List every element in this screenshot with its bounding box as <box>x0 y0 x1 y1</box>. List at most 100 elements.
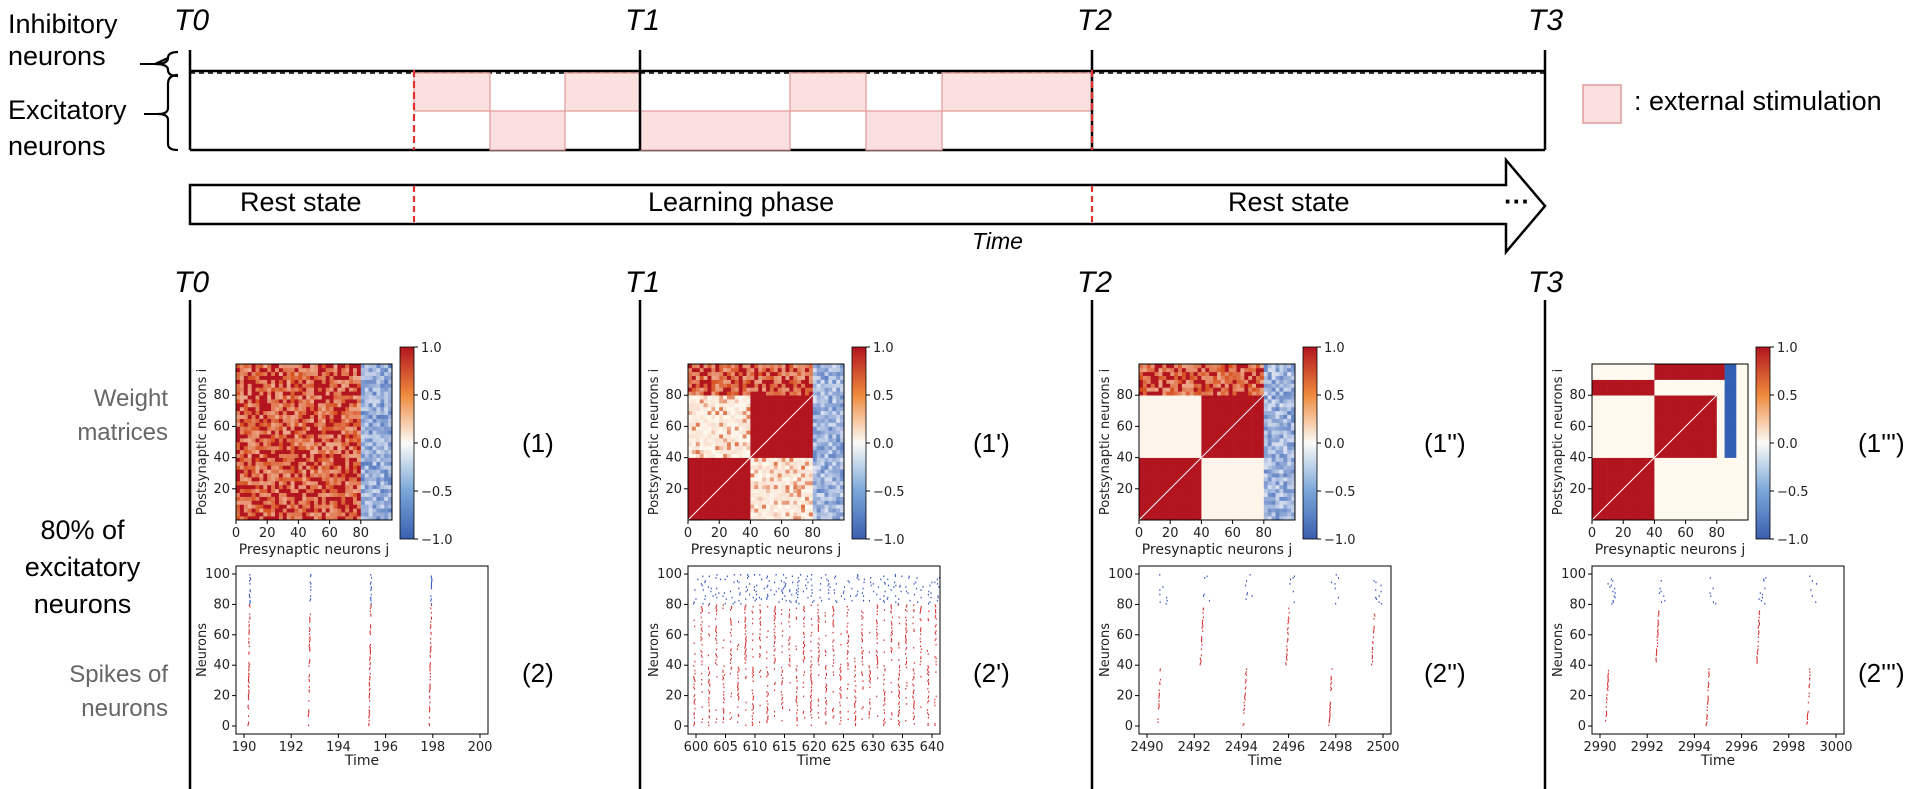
inhibitory-label: Inhibitory neurons <box>8 9 118 71</box>
heatmap-ytick: 60 <box>1569 419 1586 434</box>
excitatory-label: Excitatory neurons <box>8 95 127 161</box>
panel-label-1p: (1') <box>973 428 1010 458</box>
raster-ytick: 60 <box>213 628 230 643</box>
colorbar-tick: 1.0 <box>873 341 894 356</box>
diagonal <box>1591 394 1718 521</box>
raster-xtick: 635 <box>890 740 915 755</box>
heatmap-xlabel: Presynaptic neurons j <box>239 542 390 558</box>
raster-ytick: 100 <box>205 567 230 582</box>
t0-bottom: T0 <box>174 266 210 299</box>
raster-ytick: 0 <box>1578 719 1586 734</box>
raster-ytick: 0 <box>222 719 230 734</box>
heatmap-ytick: 80 <box>213 388 230 403</box>
raster-ylabel: Neurons <box>647 623 662 677</box>
colorbar-tick: 1.0 <box>1777 341 1798 356</box>
raster-xtick: 3000 <box>1819 740 1852 755</box>
t0-top: T0 <box>174 4 210 37</box>
raster-ytick: 100 <box>1108 567 1133 582</box>
colorbar-tick: −1.0 <box>873 533 905 548</box>
heatmap-ylabel: Postsynaptic neurons i <box>1551 369 1566 515</box>
raster-ytick: 40 <box>213 658 230 673</box>
weight-matrices-label: Weight matrices <box>77 385 168 446</box>
colorbar-tick: −0.5 <box>873 485 905 500</box>
heatmap-ytick: 20 <box>665 482 682 497</box>
raster-xtick: 2494 <box>1225 740 1258 755</box>
heatmap-xtick: 20 <box>711 526 728 541</box>
heatmap-frame <box>687 363 845 521</box>
colorbar-tick: 0.5 <box>421 389 442 404</box>
heatmap-ytick: 80 <box>665 388 682 403</box>
colorbar-tick: 0.5 <box>1324 389 1345 404</box>
raster-xtick: 192 <box>279 740 304 755</box>
stim-block <box>489 110 566 151</box>
heatmap-xtick: 0 <box>1588 526 1596 541</box>
heatmap-ytick: 80 <box>1569 388 1586 403</box>
raster-xlabel: Time <box>796 753 831 769</box>
raster-xtick: 2994 <box>1678 740 1711 755</box>
diagonal <box>687 394 814 521</box>
stim-block <box>865 110 943 151</box>
heatmap-xtick: 60 <box>321 526 338 541</box>
raster-ytick: 60 <box>1116 628 1133 643</box>
raster-frame <box>1138 565 1392 735</box>
raster-ytick: 0 <box>1125 719 1133 734</box>
t3-bottom: T3 <box>1528 266 1564 299</box>
raster-ytick: 40 <box>1569 658 1586 673</box>
raster-xlabel: Time <box>344 753 379 769</box>
panel-label-1ppp: (1''') <box>1858 428 1905 458</box>
heatmap-ytick: 40 <box>1569 451 1586 466</box>
heatmap-xlabel: Presynaptic neurons j <box>1142 542 1293 558</box>
heatmap-ytick: 20 <box>1116 482 1133 497</box>
colorbar-tick: −0.5 <box>1777 485 1809 500</box>
raster-xtick: 2498 <box>1319 740 1352 755</box>
raster-frame <box>235 565 489 735</box>
heatmap-xtick: 0 <box>1135 526 1143 541</box>
raster-xtick: 630 <box>861 740 886 755</box>
time-arrow <box>188 156 1547 256</box>
excitatory-brace <box>157 73 179 152</box>
colorbar-tick: 0.5 <box>873 389 894 404</box>
heatmap-xlabel: Presynaptic neurons j <box>691 542 842 558</box>
heatmap-ytick: 60 <box>1116 419 1133 434</box>
raster-ytick: 60 <box>665 628 682 643</box>
heatmap-ytick: 20 <box>1569 482 1586 497</box>
raster-frame <box>1591 565 1845 735</box>
raster-ytick: 80 <box>665 597 682 612</box>
raster-xtick: 194 <box>326 740 351 755</box>
raster-ylabel: Neurons <box>1098 623 1113 677</box>
raster-2pp: 0 20 40 60 80 100 2490 2492 2494 2496 2498 2500 Time… <box>1098 565 1400 769</box>
panel-label-1: (1) <box>522 428 554 458</box>
colorbar-tick: 0.5 <box>1777 389 1798 404</box>
heatmap-xtick: 20 <box>1162 526 1179 541</box>
raster-xtick: 605 <box>713 740 738 755</box>
raster-xtick: 625 <box>831 740 856 755</box>
raster-ytick: 20 <box>1569 689 1586 704</box>
raster-xtick: 2990 <box>1583 740 1616 755</box>
heatmap-ylabel: Postsynaptic neurons i <box>1098 369 1113 515</box>
t2-bottom: T2 <box>1077 266 1113 299</box>
stim-block <box>789 72 867 112</box>
raster-ylabel: Neurons <box>195 623 210 677</box>
colorbar <box>1302 346 1318 540</box>
raster-ytick: 20 <box>213 689 230 704</box>
colorbar-tick: 0.0 <box>1324 437 1345 452</box>
percent-excitatory-label: 80% of excitatory neurons <box>24 515 141 619</box>
raster-2ppp: 0 20 40 60 80 100 2990 2992 2994 2996 2998 3000 Time… <box>1551 565 1853 769</box>
heatmap-frame <box>1591 363 1749 521</box>
raster-ytick: 40 <box>1116 658 1133 673</box>
raster-xtick: 600 <box>684 740 709 755</box>
raster-xtick: 2992 <box>1631 740 1664 755</box>
colorbar <box>399 346 415 540</box>
panel-label-1pp: (1'') <box>1424 428 1466 458</box>
t3-top: T3 <box>1528 4 1564 37</box>
raster-ytick: 0 <box>674 719 682 734</box>
colorbar-tick: 1.0 <box>421 341 442 356</box>
legend-swatch <box>1582 84 1622 124</box>
colorbar-tick: 0.0 <box>1777 437 1798 452</box>
colorbar-tick: 0.0 <box>421 437 442 452</box>
heatmap-ytick: 40 <box>665 451 682 466</box>
heatmap-xtick: 80 <box>805 526 822 541</box>
